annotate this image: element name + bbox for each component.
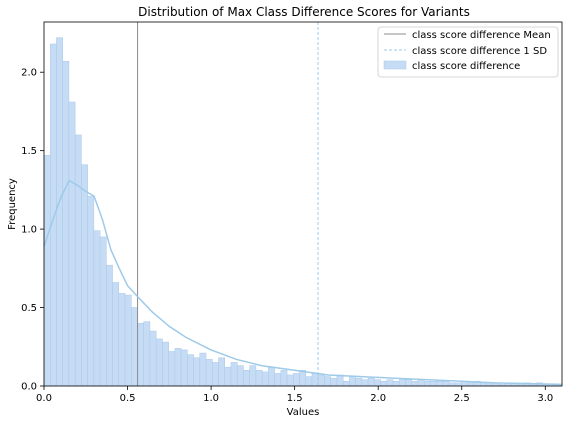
- histogram-bar: [442, 381, 450, 387]
- y-tick-label: 1.5: [21, 146, 37, 157]
- y-axis-ticks: 0.0 0.5 1.0 1.5 2.0: [21, 68, 44, 393]
- legend-hist-swatch: [383, 60, 407, 70]
- histogram-bar: [149, 330, 157, 387]
- histogram-bar: [62, 60, 70, 387]
- histogram-bar: [137, 322, 144, 387]
- histogram-bar: [199, 352, 207, 387]
- histogram-bar: [268, 366, 275, 387]
- histogram-bar: [361, 379, 369, 387]
- histogram-bar: [249, 365, 257, 387]
- histogram-bar: [162, 341, 169, 387]
- legend-hist-label: class score difference: [412, 61, 520, 72]
- histogram-bar: [261, 371, 269, 387]
- histogram-bar: [74, 134, 82, 387]
- histogram-bar: [330, 377, 338, 387]
- legend: class score difference Mean class score …: [377, 26, 559, 78]
- histogram-bar: [124, 294, 132, 387]
- x-axis-label: Values: [287, 407, 320, 418]
- y-tick-label: 0.5: [21, 303, 37, 314]
- histogram-bar: [405, 379, 412, 387]
- y-axis-label: Frequency: [7, 178, 18, 230]
- histogram-bar: [187, 354, 194, 387]
- kde-line: [43, 179, 563, 386]
- kde-curve: [43, 179, 563, 386]
- histogram-bar: [49, 43, 57, 387]
- histogram-bar: [392, 381, 400, 387]
- histogram-bar: [155, 338, 163, 387]
- histogram-bar: [224, 366, 232, 387]
- histogram-bar: [106, 264, 113, 387]
- histogram-bar: [280, 370, 288, 387]
- histogram-bar: [423, 381, 431, 387]
- histogram-bar: [417, 379, 425, 387]
- histogram-bar: [286, 374, 294, 387]
- histogram-bar: [230, 362, 238, 387]
- histogram-bar: [243, 370, 250, 387]
- histogram-bar: [311, 373, 319, 387]
- histogram-bar: [448, 382, 456, 387]
- x-tick-label: 1.5: [287, 393, 303, 404]
- histogram-bar: [317, 374, 325, 387]
- y-tick-label: 1.0: [21, 225, 37, 236]
- histogram-bar: [336, 374, 344, 387]
- chart-title: Distribution of Max Class Difference Sco…: [138, 5, 470, 19]
- histogram-bar: [374, 379, 381, 387]
- histogram-bar: [212, 362, 219, 387]
- histogram-bar: [467, 382, 475, 387]
- x-tick-label: 0.0: [36, 393, 52, 404]
- plot-frame: [43, 21, 563, 387]
- x-tick-label: 2.5: [454, 393, 470, 404]
- histogram-bar: [87, 195, 95, 387]
- histogram-bar: [168, 351, 176, 387]
- histogram-bar: [455, 382, 462, 387]
- histogram-bar: [112, 282, 120, 387]
- histogram-bar: [93, 230, 101, 387]
- histogram-bar: [131, 307, 138, 387]
- histogram-bar: [218, 357, 225, 387]
- histogram-bar: [380, 381, 388, 387]
- histogram-bar: [355, 377, 363, 387]
- x-tick-label: 3.0: [537, 393, 553, 404]
- legend-box: [377, 26, 559, 78]
- histogram-bar: [81, 164, 88, 387]
- histogram-bar: [430, 381, 437, 387]
- histogram-bar: [56, 37, 63, 387]
- x-axis-ticks: 0.0 0.5 1.0 1.5 2.0 2.5 3.0: [36, 386, 553, 404]
- histogram-bar: [411, 381, 419, 387]
- histogram-bar: [480, 382, 487, 387]
- histogram-bar: [436, 381, 444, 387]
- histogram-bar: [299, 370, 307, 387]
- histogram-bar: [236, 365, 244, 387]
- y-tick-label: 0.0: [21, 382, 37, 393]
- histogram-bar: [293, 373, 300, 387]
- histogram-bar: [324, 376, 331, 387]
- histogram-bar: [305, 376, 313, 387]
- histogram-bar: [274, 373, 282, 387]
- histogram-bar: [180, 349, 188, 387]
- x-tick-label: 1.0: [203, 393, 219, 404]
- histogram-bar: [205, 359, 213, 387]
- histogram-bar: [68, 101, 76, 387]
- histogram-bar: [342, 381, 350, 387]
- histogram-bar: [143, 321, 151, 387]
- histogram-bars: [43, 37, 562, 387]
- histogram-bar: [174, 348, 182, 387]
- histogram-bar: [386, 379, 394, 387]
- x-tick-label: 0.5: [120, 393, 136, 404]
- y-tick-label: 2.0: [21, 68, 37, 79]
- histogram-bar: [367, 377, 375, 387]
- x-tick-label: 2.0: [370, 393, 386, 404]
- legend-mean-label: class score difference Mean: [412, 30, 551, 41]
- histogram-bar: [399, 379, 406, 387]
- histogram-bar: [43, 155, 51, 387]
- reference-lines: [137, 22, 319, 386]
- legend-sd-label: class score difference 1 SD: [412, 46, 547, 57]
- histogram-bar: [349, 376, 356, 387]
- histogram-bar: [99, 236, 107, 387]
- histogram-bar: [193, 357, 201, 387]
- histogram-bar: [255, 370, 263, 387]
- histogram-bar: [118, 293, 126, 387]
